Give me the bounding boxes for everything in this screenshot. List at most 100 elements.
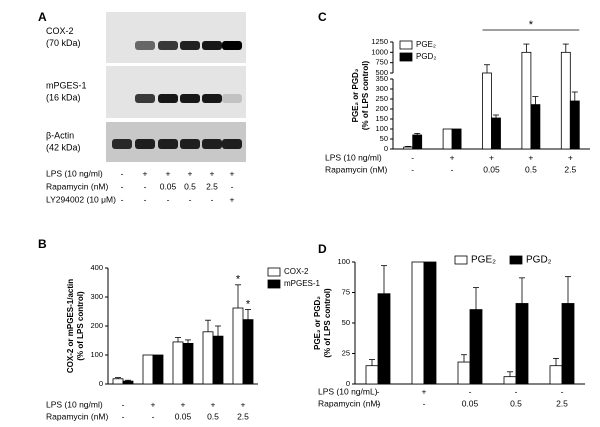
condition-name: LPS (10 ng/ml) (46, 168, 103, 178)
condition-value: - (144, 181, 147, 191)
blot-band (135, 139, 155, 149)
blot-band (202, 139, 222, 149)
bar (451, 128, 462, 150)
condition-value: + (188, 168, 193, 178)
legend-label: PGD₂ (526, 255, 552, 266)
y-tick-label: 75 (342, 287, 350, 296)
condition-value: - (211, 194, 214, 204)
bar (152, 354, 164, 385)
y-tick-label: 100 (337, 257, 350, 266)
legend-swatch (509, 255, 523, 265)
y-tick-label: 400 (90, 263, 103, 272)
blot-band (135, 41, 155, 50)
y-tick-label: 300 (375, 84, 388, 93)
condition-value: - (561, 386, 564, 396)
legend-swatch (399, 40, 413, 50)
blot-row-size: (16 kDa) (46, 92, 81, 102)
condition-value: - (451, 164, 454, 174)
condition-value: - (152, 411, 155, 421)
legend-label: mPGES-1 (284, 279, 321, 288)
condition-value: - (515, 386, 518, 396)
condition-value: + (211, 399, 216, 409)
condition-value: 2.5 (556, 398, 568, 408)
blot-band (180, 139, 200, 149)
bar (423, 261, 437, 385)
bar (530, 104, 541, 150)
bar (412, 134, 423, 150)
bar (561, 303, 575, 385)
condition-value: + (181, 399, 186, 409)
blot-background (106, 66, 246, 118)
condition-value: - (121, 181, 124, 191)
y-tick-label: 250 (375, 94, 388, 103)
y-tick-label: 0 (346, 379, 350, 388)
legend-swatch (454, 255, 468, 265)
y-axis-label: PGE₂ or PGD₂(% of LPS control) (313, 288, 332, 358)
blot-row-size: (70 kDa) (46, 38, 81, 48)
bar (515, 303, 529, 385)
y-axis-label: COX-2 or mPGES-1/actin(% of LPS control) (66, 279, 85, 373)
condition-value: 0.5 (525, 164, 537, 174)
panel-label: A (38, 10, 47, 24)
blot-band (202, 94, 222, 103)
y-tick-label: 350 (375, 74, 388, 83)
blot-band (135, 94, 155, 103)
condition-value: 0.05 (483, 164, 500, 174)
significance-mark: * (529, 19, 534, 31)
y-tick-label: 500 (375, 68, 388, 77)
condition-value: + (528, 152, 533, 162)
blot-background (106, 12, 246, 63)
condition-value: - (122, 399, 125, 409)
y-axis-label: PGE₂ or PGD₂(% of LPS control) (351, 61, 370, 131)
blot-row-name: β-Actin (46, 130, 74, 140)
legend-label: PGE₂ (471, 255, 496, 266)
bar (122, 380, 134, 385)
condition-name: Rapamycin (nM) (46, 411, 109, 421)
condition-value: - (423, 398, 426, 408)
y-tick-label: 25 (342, 348, 350, 357)
condition-value: + (143, 168, 148, 178)
y-tick-label: 50 (342, 318, 350, 327)
y-tick-label: 1250 (371, 37, 388, 46)
bar (503, 376, 517, 385)
legend-swatch (267, 279, 281, 289)
y-tick-label: 50 (380, 134, 388, 143)
condition-value: + (151, 399, 156, 409)
bar (232, 307, 244, 385)
bar (521, 51, 532, 150)
blot-band (222, 94, 242, 103)
condition-value: 0.05 (175, 411, 192, 421)
y-tick-label: 0 (384, 144, 388, 153)
blot-band (158, 139, 178, 149)
condition-value: - (122, 411, 125, 421)
y-tick-label: 300 (90, 292, 103, 301)
bar (549, 365, 563, 385)
y-tick-label: 150 (375, 114, 388, 123)
bar (365, 365, 379, 385)
blot-band (222, 41, 242, 50)
blot-band (158, 41, 178, 50)
panel-label: B (38, 237, 47, 251)
condition-name: Rapamycin (nM) (46, 181, 109, 191)
legend-label: PGD₂ (416, 52, 436, 61)
legend-swatch (399, 52, 413, 62)
y-tick-label: 1000 (371, 47, 388, 56)
condition-value: - (231, 181, 234, 191)
significance-mark: * (246, 298, 251, 310)
blot-band (180, 41, 200, 50)
y-axis-label-line: COX-2 or mPGES-1/actin (66, 279, 75, 373)
condition-value: 2.5 (206, 181, 218, 191)
blot-row-name: mPGES-1 (46, 80, 87, 90)
condition-value: - (144, 194, 147, 204)
condition-value: - (189, 194, 192, 204)
bar (242, 319, 254, 385)
condition-value: + (450, 152, 455, 162)
condition-value: 0.5 (184, 181, 196, 191)
condition-name: LY294002 (10 μM) (46, 194, 116, 204)
condition-value: + (489, 152, 494, 162)
y-axis-label-line: (% of LPS control) (361, 61, 370, 131)
y-tick-label: 200 (375, 104, 388, 113)
y-axis-label-line: PGE₂ or PGD₂ (351, 68, 360, 122)
bar (469, 309, 483, 385)
blot-row-size: (42 kDa) (46, 142, 81, 152)
